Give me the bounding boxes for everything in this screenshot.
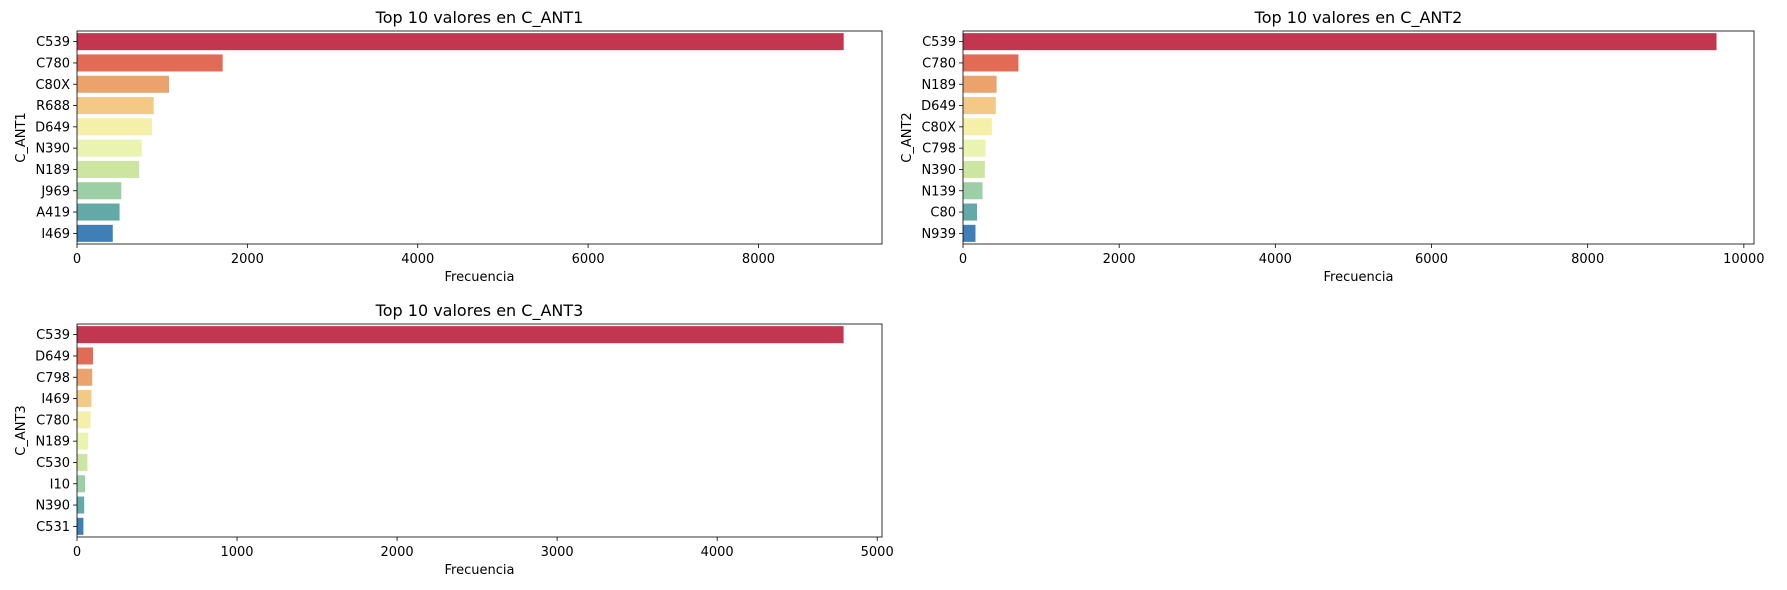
y-tick-label: N189: [35, 435, 70, 450]
y-tick-label: C780: [922, 56, 956, 71]
x-tick-label: 4000: [701, 545, 734, 560]
bar-c80x: [77, 75, 169, 93]
y-axis-label: C_ANT3: [14, 405, 29, 455]
x-axis-label: Frecuencia: [445, 563, 515, 578]
y-tick-label: N189: [921, 78, 956, 93]
x-tick-label: 6000: [1415, 252, 1448, 267]
y-tick-label: N390: [35, 499, 70, 514]
y-tick-label: I469: [41, 392, 70, 407]
bar-c539: [77, 33, 844, 51]
bar-n189: [77, 160, 140, 178]
bar-c798: [77, 368, 93, 386]
bar-c531: [77, 517, 84, 535]
x-tick-label: 3000: [541, 545, 574, 560]
chart-title: Top 10 valores en C_ANT2: [1254, 8, 1463, 28]
y-tick-label: D649: [35, 120, 70, 135]
y-axis-label: C_ANT2: [900, 112, 915, 162]
chart-c-ant3: C539 D649 C798 I469 C780 N189 C530 I10 N390 C5310…: [14, 301, 894, 578]
y-axis-label: C_ANT1: [14, 112, 29, 162]
y-tick-label: C80X: [921, 120, 956, 135]
bar-c539: [963, 33, 1717, 51]
bar-c780: [77, 411, 91, 429]
y-tick-label: A419: [36, 206, 70, 221]
bar-n939: [963, 224, 976, 242]
x-axis-label: Frecuencia: [445, 270, 515, 285]
y-tick-label: D649: [921, 99, 956, 114]
x-tick-label: 2000: [1103, 252, 1136, 267]
x-axis-label: Frecuencia: [1324, 270, 1394, 285]
x-tick-label: 2000: [231, 252, 264, 267]
chart-title: Top 10 valores en C_ANT1: [375, 8, 584, 28]
bar-n390: [963, 160, 985, 178]
bar-n139: [963, 182, 983, 200]
x-tick-label: 1000: [220, 545, 253, 560]
chart-c-ant2: C539 C780 N189 D649 C80X C798 N390 N139 C80 N9390…: [900, 8, 1765, 285]
y-tick-label: C80X: [35, 78, 70, 93]
bar-c798: [963, 139, 986, 157]
x-tick-label: 2000: [381, 545, 414, 560]
y-tick-label: C539: [922, 35, 956, 50]
bar-i10: [77, 475, 85, 493]
bar-n189: [963, 75, 997, 93]
chart-title: Top 10 valores en C_ANT3: [375, 301, 584, 321]
y-tick-label: C80: [930, 206, 956, 221]
chart-c-ant1: C539 C780 C80X R688 D649 N390 N189 J969 A419 I469…: [14, 8, 883, 285]
y-tick-label: N390: [35, 142, 70, 157]
bar-c780: [963, 54, 1019, 72]
x-tick-label: 6000: [572, 252, 605, 267]
bar-d649: [77, 347, 93, 365]
y-tick-label: N139: [921, 184, 956, 199]
x-tick-label: 0: [73, 252, 81, 267]
bar-a419: [77, 203, 120, 221]
bar-i469: [77, 224, 113, 242]
bar-d649: [77, 118, 152, 136]
bar-n390: [77, 496, 85, 514]
x-tick-label: 0: [959, 252, 967, 267]
y-tick-label: N939: [921, 227, 956, 242]
bar-j969: [77, 182, 122, 200]
bar-c780: [77, 54, 223, 72]
bar-c80x: [963, 118, 992, 136]
axes-frame: [962, 30, 1755, 245]
y-tick-label: C530: [36, 456, 70, 471]
y-tick-label: I10: [50, 477, 70, 492]
y-tick-label: I469: [41, 227, 70, 242]
bar-n189: [77, 432, 89, 450]
bar-i469: [77, 390, 92, 408]
y-tick-label: D649: [35, 349, 70, 364]
x-tick-label: 10000: [1723, 252, 1764, 267]
y-tick-label: J969: [40, 184, 70, 199]
bar-c530: [77, 453, 88, 471]
x-tick-label: 0: [73, 545, 81, 560]
x-tick-label: 4000: [1259, 252, 1292, 267]
bar-r688: [77, 97, 154, 115]
y-tick-label: N390: [921, 163, 956, 178]
y-tick-label: C531: [36, 520, 70, 535]
y-tick-label: C798: [36, 371, 70, 386]
y-tick-label: R688: [36, 99, 70, 114]
bar-d649: [963, 97, 996, 115]
bar-c539: [77, 326, 844, 344]
x-tick-label: 5000: [861, 545, 894, 560]
x-tick-label: 8000: [1571, 252, 1604, 267]
x-tick-label: 8000: [742, 252, 775, 267]
bar-n390: [77, 139, 142, 157]
y-tick-label: C780: [36, 56, 70, 71]
bar-c80: [963, 203, 978, 221]
y-tick-label: C539: [36, 35, 70, 50]
axes-frame: [76, 30, 883, 245]
y-tick-label: N189: [35, 163, 70, 178]
y-tick-label: C780: [36, 413, 70, 428]
axes-frame: [76, 323, 883, 538]
x-tick-label: 4000: [401, 252, 434, 267]
y-tick-label: C798: [922, 142, 956, 157]
y-tick-label: C539: [36, 328, 70, 343]
